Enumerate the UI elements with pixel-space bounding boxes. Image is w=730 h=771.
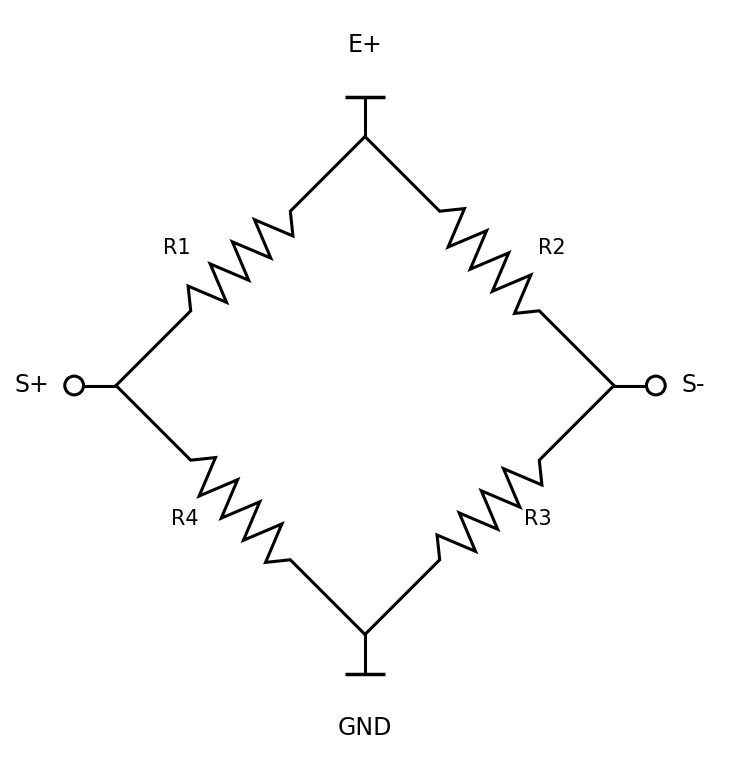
Text: R4: R4 [172,509,199,529]
Text: S-: S- [681,373,704,398]
Text: R1: R1 [163,238,191,258]
Text: R3: R3 [523,509,551,529]
Text: E+: E+ [347,33,383,57]
Text: S+: S+ [14,373,49,398]
Text: GND: GND [338,716,392,740]
Text: R2: R2 [538,238,566,258]
